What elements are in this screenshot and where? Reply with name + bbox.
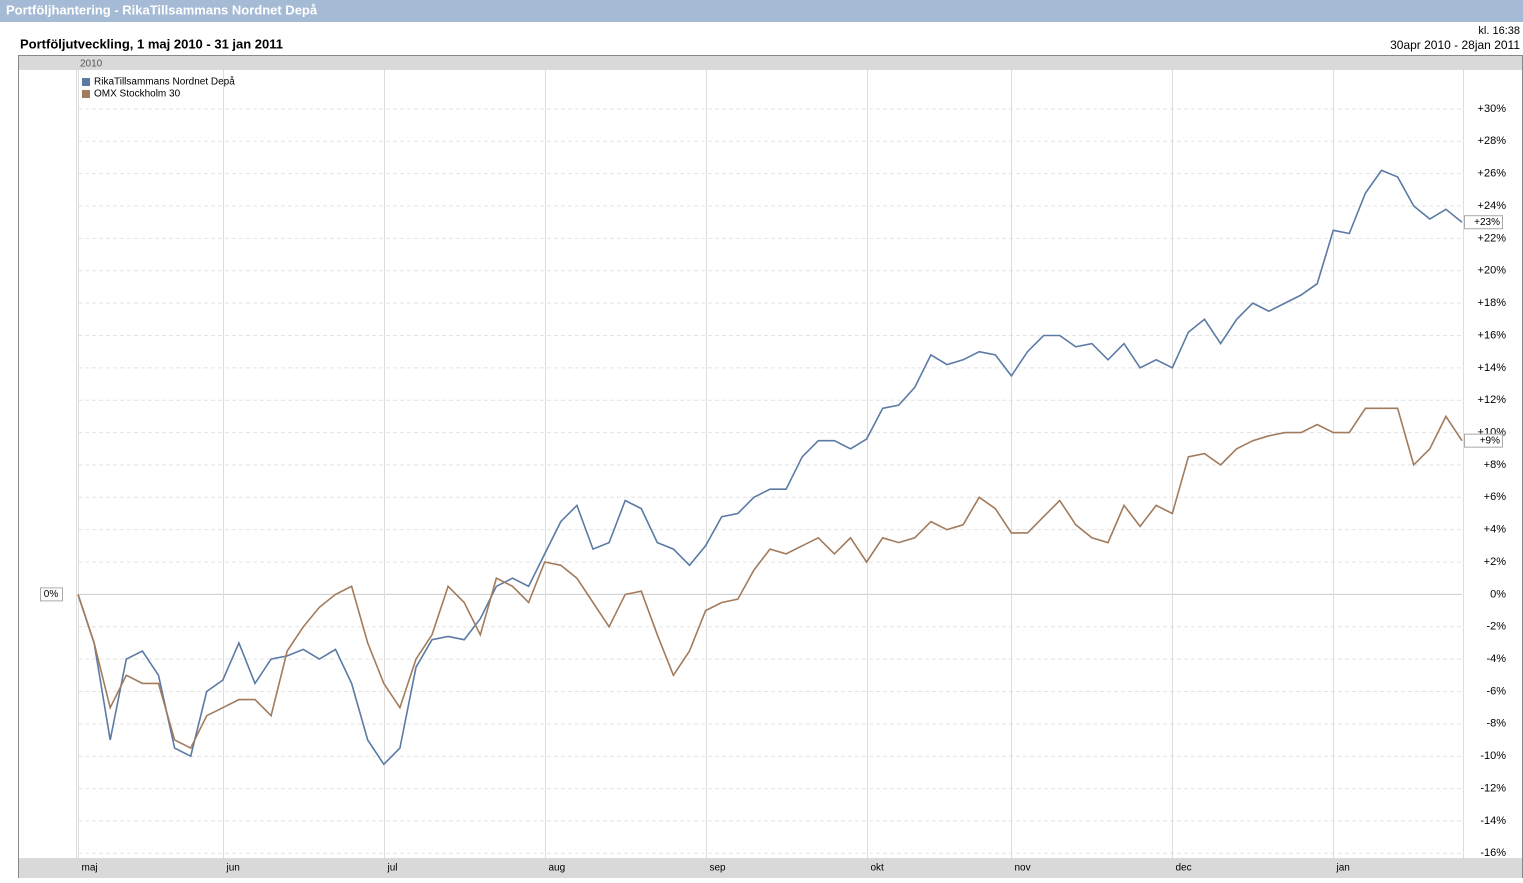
- y-tick-label: +26%: [1478, 168, 1507, 180]
- legend-swatch: [82, 78, 90, 86]
- y-tick-label: +2%: [1484, 556, 1507, 568]
- y-tick-label: -4%: [1486, 653, 1506, 665]
- y-tick-label: -14%: [1480, 815, 1506, 827]
- x-tick-label: dec: [1176, 863, 1192, 874]
- year-label: 2010: [80, 59, 103, 70]
- x-tick-label: nov: [1015, 863, 1031, 874]
- series-line: [77, 407, 1463, 750]
- chart-title: Portföljutveckling, 1 maj 2010 - 31 jan …: [20, 36, 283, 51]
- top-band: [19, 56, 1522, 70]
- y-tick-label: +16%: [1478, 329, 1507, 341]
- y-tick-label: -6%: [1486, 685, 1506, 697]
- x-tick-label: sep: [710, 863, 727, 874]
- y-tick-label: +22%: [1478, 232, 1507, 244]
- end-label: +23%: [1474, 217, 1500, 228]
- y-tick-label: -12%: [1480, 782, 1506, 794]
- y-tick-label: -16%: [1480, 847, 1506, 859]
- y-tick-label: -10%: [1480, 750, 1506, 762]
- y-tick-label: +30%: [1478, 103, 1507, 115]
- x-tick-label: jul: [387, 863, 398, 874]
- end-label-box: [1464, 433, 1503, 448]
- time-label: kl. 16:38: [1478, 25, 1520, 37]
- y-tick-label: +4%: [1484, 524, 1507, 536]
- legend-label: OMX Stockholm 30: [94, 89, 181, 100]
- x-tick-label: jan: [1336, 863, 1350, 874]
- x-tick-label: okt: [871, 863, 885, 874]
- x-tick-label: maj: [82, 863, 98, 874]
- end-label: +9%: [1480, 435, 1500, 446]
- baseline-box: [40, 587, 63, 602]
- period-label: 30apr 2010 - 28jan 2011: [1390, 38, 1520, 52]
- chart-frame: [18, 55, 1523, 878]
- baseline-label: 0%: [44, 589, 59, 600]
- legend-swatch: [82, 90, 90, 98]
- y-tick-label: +20%: [1478, 265, 1507, 277]
- y-tick-label: 0%: [1490, 588, 1506, 600]
- y-tick-label: +18%: [1478, 297, 1507, 309]
- y-tick-label: +24%: [1478, 200, 1507, 212]
- header-bar: [0, 0, 1523, 22]
- y-tick-label: -8%: [1486, 718, 1506, 730]
- header-title: Portföljhantering - RikaTillsammans Nord…: [6, 2, 318, 17]
- series-line: [77, 169, 1463, 766]
- y-tick-label: +14%: [1478, 362, 1507, 374]
- x-tick-label: aug: [549, 863, 566, 874]
- end-label-box: [1464, 215, 1503, 230]
- y-tick-label: +6%: [1484, 491, 1507, 503]
- bottom-band: [19, 858, 1522, 878]
- y-tick-label: +28%: [1478, 135, 1507, 147]
- y-tick-label: -2%: [1486, 621, 1506, 633]
- y-tick-label: +8%: [1484, 459, 1507, 471]
- legend-label: RikaTillsammans Nordnet Depå: [94, 76, 235, 88]
- y-tick-label: +12%: [1478, 394, 1507, 406]
- x-tick-label: jun: [226, 863, 240, 874]
